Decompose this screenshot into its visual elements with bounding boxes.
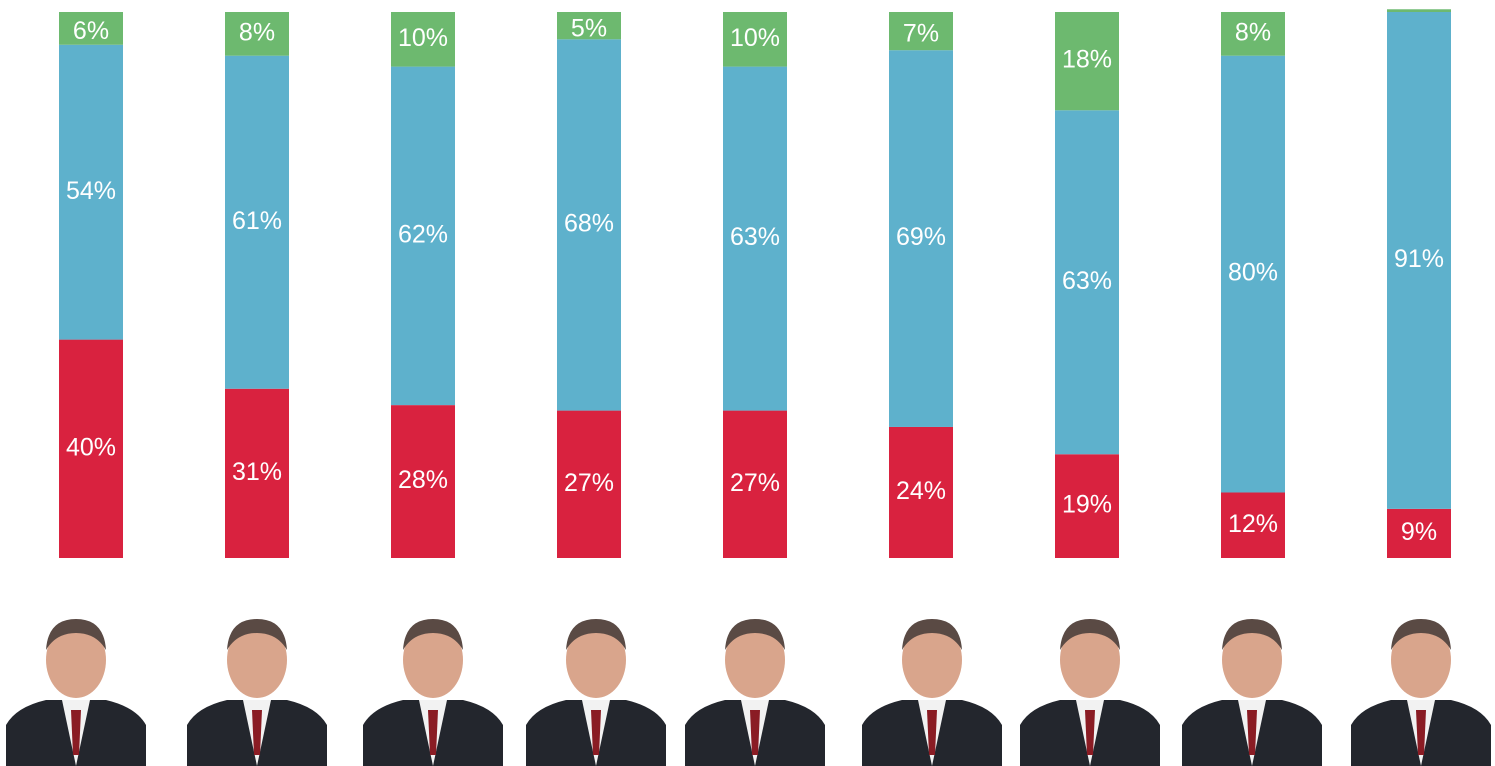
bar-segment	[1055, 12, 1119, 111]
value-label: 27%	[730, 469, 780, 497]
value-label: 63%	[1062, 267, 1112, 295]
value-label: 80%	[1228, 259, 1278, 287]
value-label: 5%	[571, 14, 607, 42]
bar-segment	[59, 12, 123, 45]
value-label: 28%	[398, 466, 448, 494]
bar-segment	[225, 12, 289, 56]
bar-segment	[1221, 492, 1285, 558]
photos	[6, 619, 1491, 766]
bar-segment	[723, 410, 787, 558]
value-label: 62%	[398, 220, 448, 248]
bar-segment	[391, 12, 455, 67]
bar-segment	[1221, 12, 1285, 56]
bar-segment	[889, 12, 953, 51]
bar-segment	[59, 44, 123, 340]
bar-segment	[889, 426, 953, 558]
photo	[1351, 619, 1491, 766]
bar-segment	[1387, 12, 1451, 509]
bar-segment	[723, 12, 787, 67]
value-label: 8%	[1235, 18, 1271, 46]
photo	[1020, 619, 1160, 766]
value-label: 7%	[903, 20, 939, 48]
photo	[862, 619, 1002, 766]
bar-segment	[391, 405, 455, 558]
photo	[6, 619, 146, 766]
value-label: 6%	[73, 17, 109, 45]
photo	[363, 619, 503, 766]
value-label: 24%	[896, 477, 946, 505]
photo	[526, 619, 666, 766]
value-label: 54%	[66, 177, 116, 205]
value-label: 10%	[730, 24, 780, 52]
value-label: 18%	[1062, 46, 1112, 74]
bar-segment	[557, 39, 621, 411]
value-label: 27%	[564, 469, 614, 497]
bar-segment	[59, 339, 123, 558]
bar-segment	[1055, 454, 1119, 558]
value-label: 40%	[66, 433, 116, 461]
bar-segment	[1221, 55, 1285, 493]
bar-segment	[557, 12, 621, 40]
bar-segment	[225, 55, 289, 389]
photo	[685, 619, 825, 766]
bar-segment	[1055, 110, 1119, 455]
photo	[1182, 619, 1322, 766]
value-label: 68%	[564, 210, 614, 238]
photo	[187, 619, 327, 766]
value-label: 63%	[730, 223, 780, 251]
value-label: 91%	[1394, 245, 1444, 273]
value-label: 10%	[398, 24, 448, 52]
value-label: 19%	[1062, 491, 1112, 519]
value-label: 9%	[1401, 518, 1437, 546]
bar-segment	[391, 66, 455, 406]
value-label: 31%	[232, 458, 282, 486]
bar-segment	[225, 388, 289, 558]
bar-segment	[1387, 9, 1451, 12]
bar-segment	[557, 410, 621, 558]
value-label: 69%	[896, 223, 946, 251]
value-label: 8%	[239, 18, 275, 46]
bar-segment	[723, 66, 787, 411]
value-label: 12%	[1228, 510, 1278, 538]
value-label: 61%	[232, 207, 282, 235]
bar-segment	[1387, 508, 1451, 558]
bar-segment	[889, 50, 953, 427]
